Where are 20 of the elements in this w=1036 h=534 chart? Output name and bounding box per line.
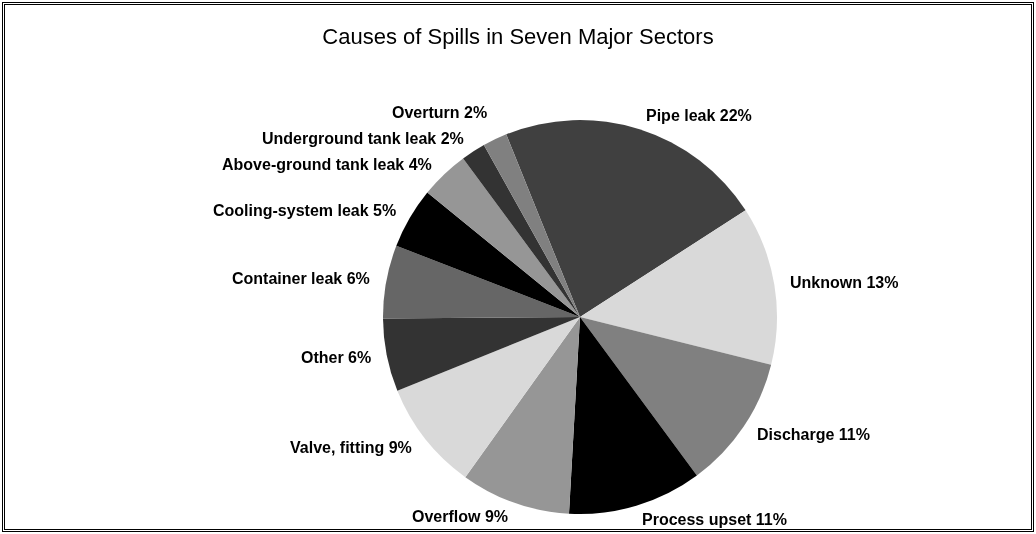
pie-slice	[483, 134, 580, 317]
slice-label: Valve, fitting 9%	[290, 439, 412, 456]
pie-slice	[580, 210, 777, 365]
pie-slice	[463, 145, 580, 317]
slice-label: Overflow 9%	[412, 508, 509, 525]
slice-label: Container leak 6%	[232, 270, 370, 287]
slice-label: Other 6%	[301, 349, 372, 366]
slice-label: Cooling-system leak 5%	[213, 202, 397, 219]
chart-title: Causes of Spills in Seven Major Sectors	[322, 23, 714, 49]
slice-label: Process upset 11%	[642, 511, 787, 528]
slice-label: Discharge 11%	[757, 426, 870, 443]
pie-slice	[383, 317, 580, 391]
pie-slice	[396, 192, 580, 317]
slice-label: Pipe leak 22%	[646, 107, 752, 124]
pie-slice	[569, 317, 697, 514]
pie-slice	[383, 245, 580, 319]
slice-label: Overturn 2%	[392, 104, 488, 121]
slice-label: Above-ground tank leak 4%	[222, 156, 432, 173]
slice-label: Unknown 13%	[790, 274, 899, 291]
slice-label: Underground tank leak 2%	[262, 130, 464, 147]
